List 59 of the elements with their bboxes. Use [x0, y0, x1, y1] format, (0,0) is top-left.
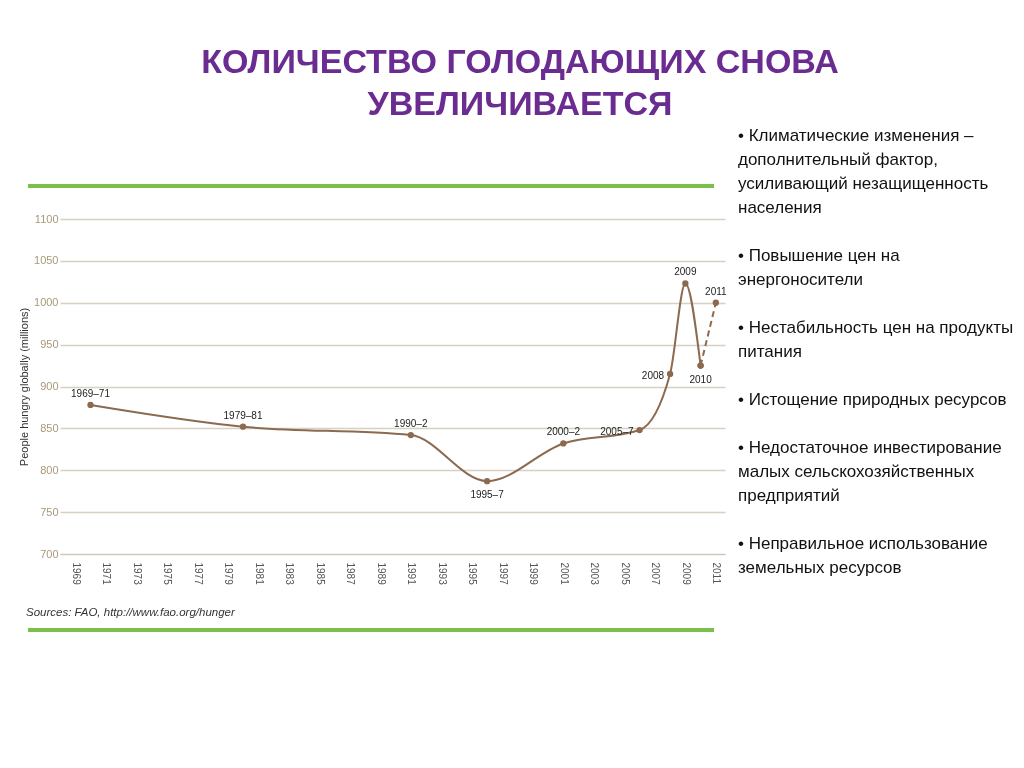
x-tick-label: 2009	[680, 562, 692, 586]
x-tick-label: 1991	[406, 562, 418, 586]
text: • Истощение природных ресурсов	[738, 389, 1008, 411]
x-tick-label: 1989	[375, 562, 387, 586]
text: • Неправильное использование земельных ресурсов	[738, 533, 989, 579]
y-tick-label: 950	[40, 338, 59, 351]
text: • Повышение цен на энергоносители	[738, 245, 901, 291]
x-tick-label: 2001	[558, 562, 570, 586]
x-tick-label: 1993	[436, 562, 448, 586]
text: • Нестабильность цен на продукты питания	[738, 317, 1015, 363]
annotation: 2000–2	[546, 426, 581, 438]
text: • Климатические изменения – дополнительный фактор, усиливающий незащищенность населения	[738, 125, 990, 219]
x-tick-label: 1997	[497, 562, 509, 586]
y-tick-label: 700	[40, 547, 59, 560]
annotation: 1969–71	[71, 387, 111, 399]
point	[87, 401, 94, 409]
point	[666, 370, 674, 378]
y-tick-label: 1050	[34, 254, 59, 267]
y-axis-title: People hungry globally (millions)	[18, 307, 31, 467]
x-tick-label: 1995	[467, 562, 479, 586]
x-tick-label: 2011	[711, 562, 723, 585]
x-tick-label: 1981	[253, 562, 265, 586]
text: • Недостаточное инвестирование малых сельскохозяйственных предприятий	[738, 437, 1003, 507]
x-tick-label: 1971	[101, 562, 113, 586]
annotation: 1995–7	[470, 489, 505, 501]
annotation: 2010	[689, 373, 713, 385]
annotation: 2009	[674, 266, 697, 278]
point	[636, 426, 643, 434]
x-tick-label: 2005	[619, 562, 631, 586]
x-tick-label: 1977	[192, 562, 204, 586]
annotation: 2011	[705, 285, 728, 297]
x-tick-label: 1969	[70, 562, 82, 586]
y-tick-label: 750	[40, 505, 59, 518]
point	[560, 440, 567, 447]
y-tick-label: 900	[40, 380, 59, 392]
annotation: 2008	[641, 369, 665, 381]
y-tick-label: 850	[40, 421, 59, 434]
point	[239, 423, 247, 430]
x-tick-label: 1983	[284, 562, 296, 586]
annotation: 2005–7	[600, 426, 635, 438]
x-tick-label: 1987	[345, 562, 357, 586]
chart-title: КОЛИЧЕСТВО ГОЛОДАЮЩИХ СНОВА УВЕЛИЧИВАЕТСЯ	[200, 41, 840, 124]
x-tick-label: 1999	[528, 562, 540, 586]
y-tick-label: 1000	[34, 296, 59, 309]
x-tick-label: 1975	[162, 562, 174, 586]
x-tick-label: 1979	[223, 562, 235, 586]
annotation: 1979–81	[223, 409, 263, 421]
x-tick-label: 2007	[650, 562, 662, 586]
x-tick-label: 1985	[314, 562, 326, 586]
point	[407, 431, 414, 439]
source-note: Sources: FAO, http://www.fao.org/hunger	[26, 606, 235, 618]
point	[682, 280, 689, 287]
x-tick-label: 1973	[131, 562, 143, 586]
y-tick-label: 1100	[34, 212, 59, 225]
y-tick-label: 800	[40, 463, 59, 476]
annotation: 1990–2	[394, 418, 428, 430]
point	[712, 299, 720, 306]
point	[483, 477, 491, 485]
x-tick-label: 2003	[589, 562, 601, 586]
